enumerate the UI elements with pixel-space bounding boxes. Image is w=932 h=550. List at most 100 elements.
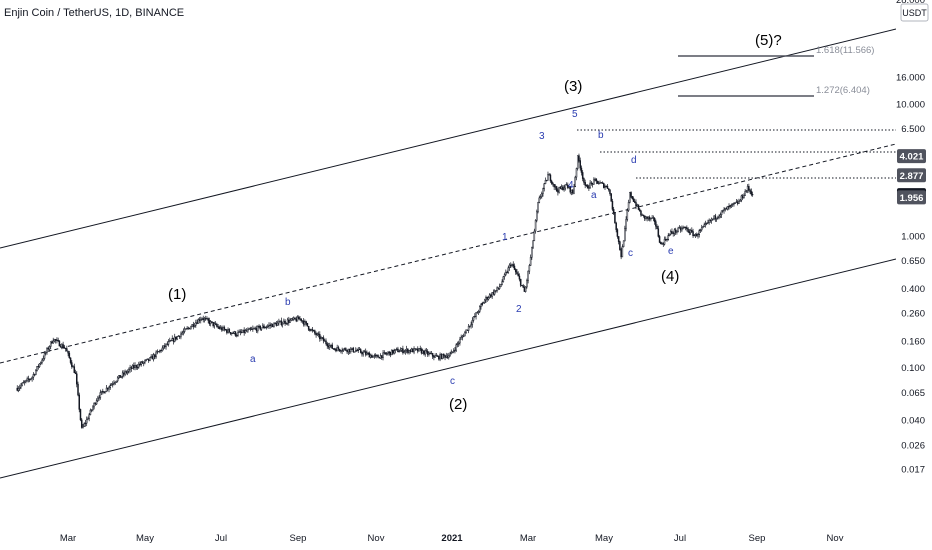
candle-body bbox=[297, 316, 300, 320]
candle-body bbox=[119, 375, 121, 378]
candle-body bbox=[722, 210, 724, 212]
candle-body bbox=[738, 201, 740, 204]
candle-body bbox=[193, 325, 196, 327]
candle-body bbox=[97, 397, 99, 401]
candle-body bbox=[562, 186, 564, 191]
candle-body bbox=[594, 178, 596, 181]
candle-body bbox=[124, 371, 126, 375]
candle-body bbox=[655, 221, 657, 227]
candle-body bbox=[506, 272, 508, 274]
candle-body bbox=[223, 327, 226, 330]
candle-body bbox=[352, 347, 355, 353]
candle-body bbox=[374, 355, 377, 357]
candle-body bbox=[338, 348, 341, 351]
candle-body bbox=[487, 297, 490, 300]
candle-body bbox=[266, 325, 269, 328]
x-tick-label: Sep bbox=[290, 533, 307, 544]
candle-body bbox=[231, 332, 233, 334]
candle-body bbox=[688, 231, 691, 234]
candle-body bbox=[541, 193, 543, 197]
candle-body bbox=[16, 387, 18, 391]
candle-body bbox=[389, 351, 392, 356]
candle-body bbox=[268, 324, 270, 327]
candle-body bbox=[554, 186, 557, 188]
candle-body bbox=[166, 343, 169, 345]
candle-body bbox=[466, 329, 469, 331]
candle-body bbox=[512, 264, 514, 267]
candle-body bbox=[252, 328, 254, 330]
candle-body bbox=[460, 337, 462, 340]
fib-1618-label: 1.618(11.566) bbox=[816, 45, 874, 56]
candle-body bbox=[745, 190, 748, 192]
candle-body bbox=[133, 365, 135, 369]
candle-body bbox=[21, 382, 23, 386]
upper-channel-line bbox=[0, 28, 897, 249]
candle-body bbox=[103, 391, 105, 394]
candle-body bbox=[181, 332, 183, 335]
candle-body bbox=[616, 229, 619, 237]
candle-body bbox=[632, 198, 635, 202]
candle-body bbox=[445, 355, 448, 358]
candle-body bbox=[357, 348, 359, 351]
candle-body bbox=[212, 321, 214, 327]
candle-body bbox=[486, 296, 488, 300]
candle-body bbox=[371, 355, 373, 358]
candle-body bbox=[746, 186, 749, 191]
wave-label-minor: 2 bbox=[516, 304, 522, 315]
candle-body bbox=[395, 348, 398, 350]
candle-body bbox=[483, 299, 486, 303]
price-axis[interactable]: 28.000 USDT 16.00010.0006.5004.0212.8772… bbox=[896, 0, 932, 526]
candle-body bbox=[363, 351, 366, 353]
candle-body bbox=[390, 349, 393, 356]
candle-body bbox=[423, 350, 425, 355]
candle-body bbox=[161, 347, 164, 352]
candle-body bbox=[325, 340, 327, 344]
candle-body bbox=[497, 287, 500, 289]
candle-body bbox=[629, 192, 631, 203]
time-axis[interactable]: Mar May Jul Sep Nov 2021 Mar May Jul Sep Nov bbox=[0, 526, 932, 550]
candle-body bbox=[696, 234, 698, 237]
candle-body bbox=[600, 182, 603, 184]
candle-body bbox=[617, 236, 620, 242]
candle-body bbox=[302, 320, 305, 325]
candle-body bbox=[368, 353, 371, 358]
candle-body bbox=[465, 329, 467, 333]
candle-body bbox=[418, 348, 420, 352]
candle-body bbox=[439, 354, 441, 360]
candle-body bbox=[589, 182, 591, 189]
candle-body bbox=[149, 357, 151, 361]
candle-body bbox=[631, 196, 634, 199]
candle-body bbox=[573, 186, 575, 194]
candle-body bbox=[154, 354, 156, 358]
candle-body bbox=[521, 285, 523, 287]
candle-body bbox=[295, 318, 297, 322]
candle-body bbox=[173, 336, 176, 342]
candle-body bbox=[162, 345, 165, 349]
candle-body bbox=[353, 351, 356, 353]
candle-body bbox=[438, 355, 440, 360]
candle-body bbox=[139, 363, 141, 365]
price-tag-label: 2.877 bbox=[900, 171, 924, 182]
currency-badge[interactable] bbox=[900, 3, 929, 22]
candle-body bbox=[234, 331, 237, 336]
candle-body bbox=[317, 333, 320, 335]
candle-body bbox=[493, 290, 496, 295]
candle-body bbox=[172, 338, 175, 342]
candle-body bbox=[676, 230, 678, 233]
candle-body bbox=[204, 318, 207, 320]
wave-label-minor: 1 bbox=[502, 232, 508, 243]
candle-body bbox=[443, 353, 445, 356]
candle-body bbox=[85, 419, 88, 424]
candle-body bbox=[734, 202, 736, 204]
candle-body bbox=[79, 409, 82, 421]
candle-body bbox=[533, 230, 536, 242]
candle-body bbox=[704, 223, 707, 226]
candle-body bbox=[686, 227, 688, 230]
candle-body bbox=[201, 318, 203, 320]
candle-body bbox=[729, 205, 731, 207]
candle-body bbox=[359, 349, 362, 353]
plot-area[interactable] bbox=[0, 0, 896, 526]
candle-body bbox=[702, 226, 704, 229]
candle-body bbox=[682, 227, 684, 229]
